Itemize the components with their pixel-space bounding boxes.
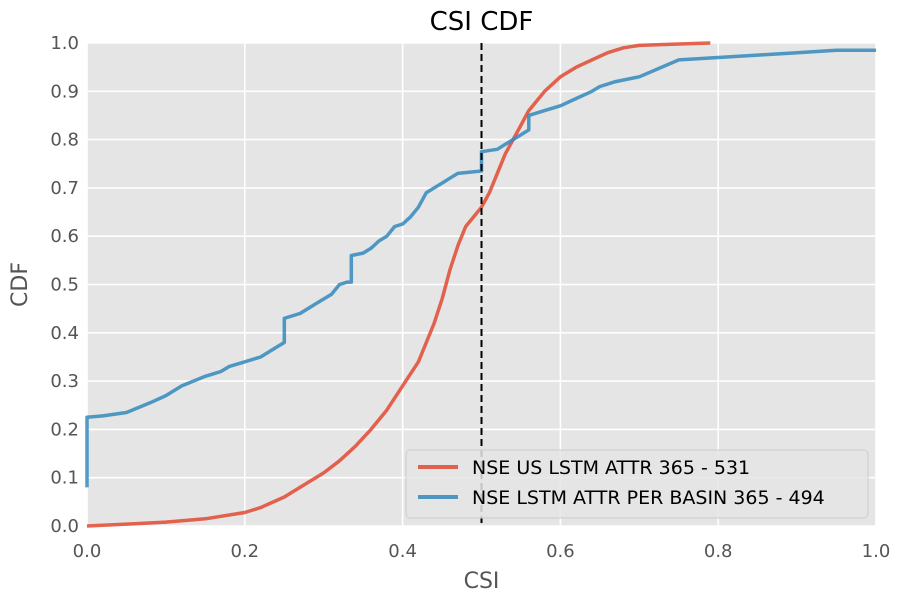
legend-label-per-basin: NSE LSTM ATTR PER BASIN 365 - 494 [472, 487, 825, 509]
y-tick-label: 0.1 [50, 468, 79, 489]
y-tick-label: 0.5 [50, 275, 79, 296]
series-layer [85, 41, 876, 528]
legend: NSE US LSTM ATTR 365 - 531 NSE LSTM ATTR… [405, 449, 869, 519]
y-axis-label: CDF [8, 262, 33, 307]
x-tick-label: 0.8 [704, 541, 733, 562]
x-tick-label: 0.2 [230, 541, 259, 562]
y-tick-label: 0.8 [50, 130, 79, 151]
x-tick-label: 0.0 [73, 541, 102, 562]
legend-box [405, 449, 869, 519]
y-tick-label: 0.6 [50, 226, 79, 247]
y-tick-label: 0.2 [50, 419, 79, 440]
y-tick-labels: 0.0 0.1 0.2 0.3 0.4 0.5 0.6 0.7 0.8 0.9 1.0 [50, 33, 79, 537]
y-tick-label: 0.7 [50, 178, 79, 199]
y-tick-label: 0.3 [50, 371, 79, 392]
y-tick-label: 1.0 [50, 33, 79, 54]
x-tick-label: 0.6 [546, 541, 575, 562]
series-line-per-basin [85, 48, 876, 488]
series-line-us-lstm [86, 41, 711, 528]
y-tick-label: 0.4 [50, 323, 79, 344]
chart-title: CSI CDF [430, 7, 534, 37]
legend-label-us-lstm: NSE US LSTM ATTR 365 - 531 [472, 457, 750, 479]
y-tick-label: 0.9 [50, 81, 79, 102]
x-axis-label: CSI [464, 569, 500, 594]
x-tick-labels: 0.0 0.2 0.4 0.6 0.8 1.0 [73, 541, 891, 562]
x-tick-label: 1.0 [862, 541, 891, 562]
y-tick-label: 0.0 [50, 516, 79, 537]
x-tick-label: 0.4 [388, 541, 417, 562]
